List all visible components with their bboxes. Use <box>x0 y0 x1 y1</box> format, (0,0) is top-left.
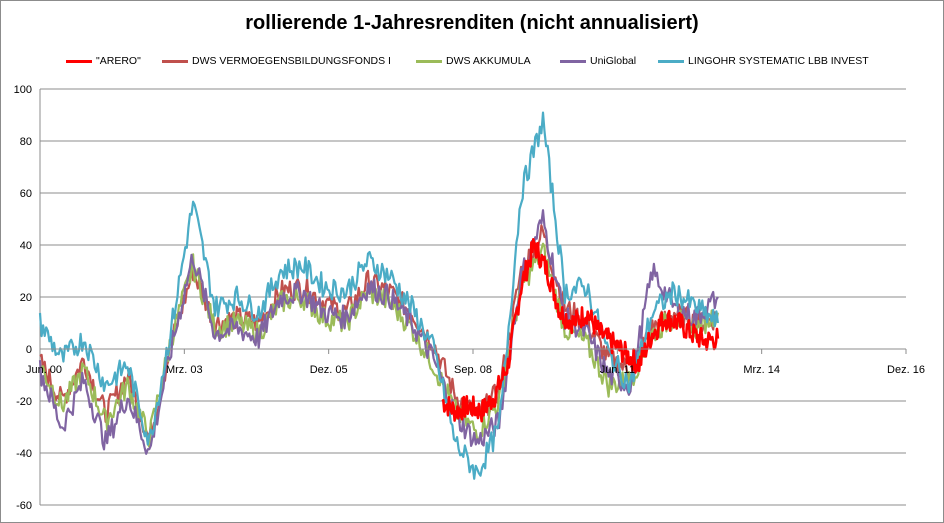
x-tick-label: Dez. 05 <box>310 364 348 376</box>
y-axis: -60 -40 -20 0 20 40 60 80 100 <box>14 84 41 512</box>
legend-swatch-dws-vermoegensbildungsfonds <box>162 59 188 63</box>
legend-label-uniglobal: UniGlobal <box>590 55 637 67</box>
y-tick-label: -40 <box>16 448 32 460</box>
y-tick-label: -60 <box>16 500 32 512</box>
y-tick-label: 20 <box>20 292 32 304</box>
y-tick-label: 60 <box>20 188 32 200</box>
legend-label-dws-vermoegensbildungsfonds: DWS VERMOEGENSBILDUNGSFONDS I <box>192 55 391 67</box>
legend-item-uniglobal: UniGlobal <box>560 55 636 67</box>
legend-swatch-dws-akkumula <box>416 59 442 63</box>
x-axis: Jun. 00 Mrz. 03 Dez. 05 Sep. 08 Jun. 11 Mrz. … <box>26 348 925 376</box>
x-tick-label: Mrz. 03 <box>166 364 203 376</box>
series-line-0 <box>441 238 720 423</box>
legend-label-dws-akkumula: DWS AKKUMULA <box>446 55 531 67</box>
legend-item-dws-akkumula: DWS AKKUMULA <box>416 55 531 67</box>
x-tick-label: Mrz. 14 <box>743 364 780 376</box>
y-tick-label: 80 <box>20 136 32 148</box>
y-tick-label: -20 <box>16 396 32 408</box>
legend-item-dws-vermoegensbildungsfonds: DWS VERMOEGENSBILDUNGSFONDS I <box>162 55 391 67</box>
legend-item-lingohr: LINGOHR SYSTEMATIC LBB INVEST <box>658 55 869 67</box>
series-line-1 <box>39 224 719 441</box>
y-tick-label: 0 <box>26 344 32 356</box>
y-tick-label: 100 <box>14 84 32 96</box>
legend-swatch-lingohr <box>658 59 684 63</box>
x-tick-label: Sep. 08 <box>454 364 492 376</box>
legend-swatch-uniglobal <box>560 59 586 63</box>
legend-swatch-arero <box>66 59 92 63</box>
series-line-4 <box>38 111 719 480</box>
series-lines <box>38 111 720 480</box>
legend-label-arero: "ARERO" <box>96 55 141 67</box>
legend-item-arero: "ARERO" <box>66 55 141 67</box>
chart-title: rollierende 1-Jahresrenditen (nicht annu… <box>245 12 699 34</box>
legend-label-lingohr: LINGOHR SYSTEMATIC LBB INVEST <box>688 55 869 67</box>
series-line-3 <box>38 209 719 455</box>
x-tick-label: Dez. 16 <box>887 364 925 376</box>
y-tick-label: 40 <box>20 240 32 252</box>
x-tick-label: Jun. 11 <box>600 364 635 376</box>
x-tick-label: Jun. 00 <box>26 364 62 376</box>
